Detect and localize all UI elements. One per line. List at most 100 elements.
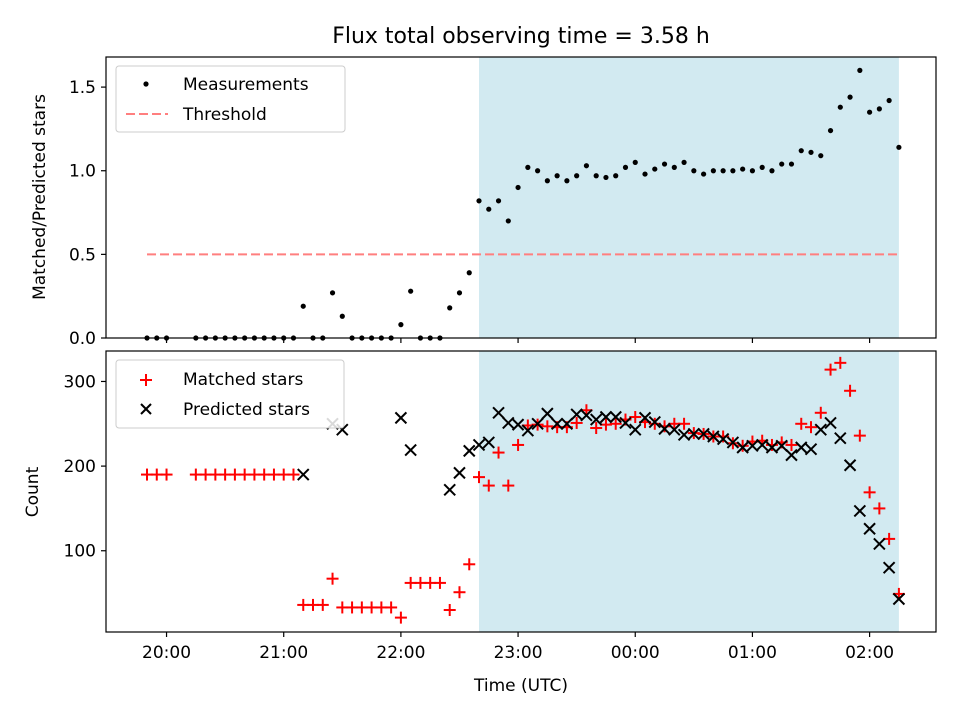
- matched-star-point: [316, 598, 329, 611]
- legend-label-predicted: Predicted stars: [183, 400, 310, 420]
- predicted-star-point: [648, 415, 661, 429]
- measurement-point: [486, 206, 492, 212]
- measurement-point: [622, 164, 629, 170]
- predicted-star-point: [638, 411, 652, 425]
- predicted-star-point: [853, 504, 867, 518]
- matched-star-point: [805, 421, 818, 434]
- measurement-point: [466, 270, 472, 276]
- measurement-point: [837, 104, 843, 110]
- top-y-tick-label: 0.5: [69, 245, 96, 265]
- measurement-point: [535, 168, 541, 174]
- measurement-point: [857, 67, 863, 73]
- predicted-star-point: [472, 438, 486, 452]
- measurement-point: [574, 173, 580, 179]
- top-y-ticks: 0.0 0.5 1.0 1.5: [69, 78, 106, 349]
- predicted-star-point: [775, 439, 788, 453]
- predicted-star-point: [716, 432, 730, 446]
- predicted-star-point: [755, 438, 769, 452]
- predicted-star-point: [492, 406, 505, 419]
- predicted-star-point: [814, 423, 827, 436]
- measurement-point: [544, 178, 550, 184]
- predicted-star-point: [619, 416, 632, 430]
- predicted-star-point: [707, 430, 720, 443]
- matched-star-point: [394, 611, 407, 624]
- top-x-ticks: [165, 338, 871, 343]
- measurement-point: [701, 171, 707, 177]
- matched-star-point: [629, 411, 642, 424]
- measurement-point: [642, 171, 648, 177]
- matched-star-point: [717, 430, 730, 443]
- predicted-star-point: [697, 427, 710, 441]
- predicted-star-point: [726, 436, 740, 449]
- matched-star-point: [385, 601, 398, 614]
- matched-star-point: [678, 417, 691, 430]
- bottom-x-ticks: 20:00 21:00 22:00 23:00 00:00 01:00 02:00: [142, 632, 894, 663]
- predicted-star-point: [550, 417, 564, 430]
- measurement-point: [886, 97, 892, 104]
- top-y-tick-label: 0.0: [69, 329, 96, 349]
- measurement-point: [720, 168, 726, 174]
- observing-window-shade-bottom: [479, 351, 899, 632]
- x-axis-label: Time (UTC): [473, 676, 568, 696]
- measurement-point: [505, 218, 511, 224]
- predicted-star-point: [863, 522, 876, 535]
- bottom-panel: 100 200 300 20:00 21:00 22:00 23:00 00:00 01:00…: [23, 350, 937, 696]
- matched-star-point: [873, 502, 886, 515]
- measurement-point: [661, 161, 668, 167]
- predicted-star-point: [297, 468, 310, 481]
- matched-star-point: [765, 438, 778, 451]
- matched-star-point: [453, 586, 466, 599]
- bottom-y-axis-label: Count: [23, 466, 43, 517]
- measurement-point: [779, 161, 785, 167]
- x-tick-label: 01:00: [728, 643, 777, 663]
- predicted-star-point: [765, 441, 779, 454]
- x-tick-label: 22:00: [376, 643, 425, 663]
- measurement-point: [681, 159, 687, 165]
- measurement-point: [740, 166, 746, 172]
- legend-marker-measurements: [143, 81, 149, 87]
- measurement-point: [564, 178, 570, 184]
- x-tick-label: 20:00: [142, 643, 191, 663]
- legend-marker-predicted: [140, 403, 152, 415]
- top-y-axis-label: Matched/Predicted stars: [30, 94, 50, 300]
- predicted-star-point: [443, 483, 456, 497]
- predicted-star-point: [804, 442, 818, 456]
- matched-star-point: [463, 558, 476, 571]
- matched-star-point: [160, 468, 173, 481]
- predicted-star-point: [511, 418, 525, 431]
- matched-star-point: [443, 603, 456, 616]
- measurement-point: [447, 305, 453, 311]
- matched-star-point: [287, 468, 300, 481]
- matched-star-point: [590, 422, 603, 435]
- predicted-star-point: [394, 411, 408, 425]
- measurement-point: [759, 164, 765, 170]
- measurement-point: [525, 164, 531, 170]
- predicted-star-point: [795, 441, 808, 454]
- predicted-star-point: [785, 448, 798, 462]
- predicted-star-point: [629, 423, 642, 436]
- predicted-star-point: [531, 417, 544, 430]
- bottom-y-tick-label: 300: [64, 372, 96, 392]
- bottom-y-tick-label: 200: [64, 457, 96, 477]
- top-legend: Measurements Threshold: [115, 65, 346, 133]
- measurement-point: [818, 153, 824, 159]
- matched-star-point: [433, 576, 446, 589]
- predicted-star-point: [404, 443, 417, 457]
- bottom-y-tick-label: 100: [64, 542, 96, 562]
- predicted-star-point: [560, 417, 574, 430]
- predicted-star-point: [746, 439, 759, 453]
- bottom-y-ticks: 100 200 300: [64, 372, 106, 562]
- legend-label-threshold: Threshold: [182, 105, 267, 125]
- matched-star-point: [795, 417, 808, 430]
- matched-star-point: [834, 356, 847, 369]
- legend-label-matched: Matched stars: [183, 370, 303, 390]
- measurement-point: [515, 184, 521, 191]
- bottom-points: [141, 356, 906, 624]
- predicted-star-point: [843, 459, 857, 472]
- top-panel: 0.0 0.5 1.0 1.5 Matched/Predicted stars Mea…: [30, 56, 937, 349]
- measurement-point: [808, 149, 814, 155]
- matched-star-point: [473, 471, 486, 484]
- matched-star-point: [492, 446, 505, 459]
- predicted-star-point: [599, 410, 613, 424]
- predicted-star-point: [873, 537, 886, 551]
